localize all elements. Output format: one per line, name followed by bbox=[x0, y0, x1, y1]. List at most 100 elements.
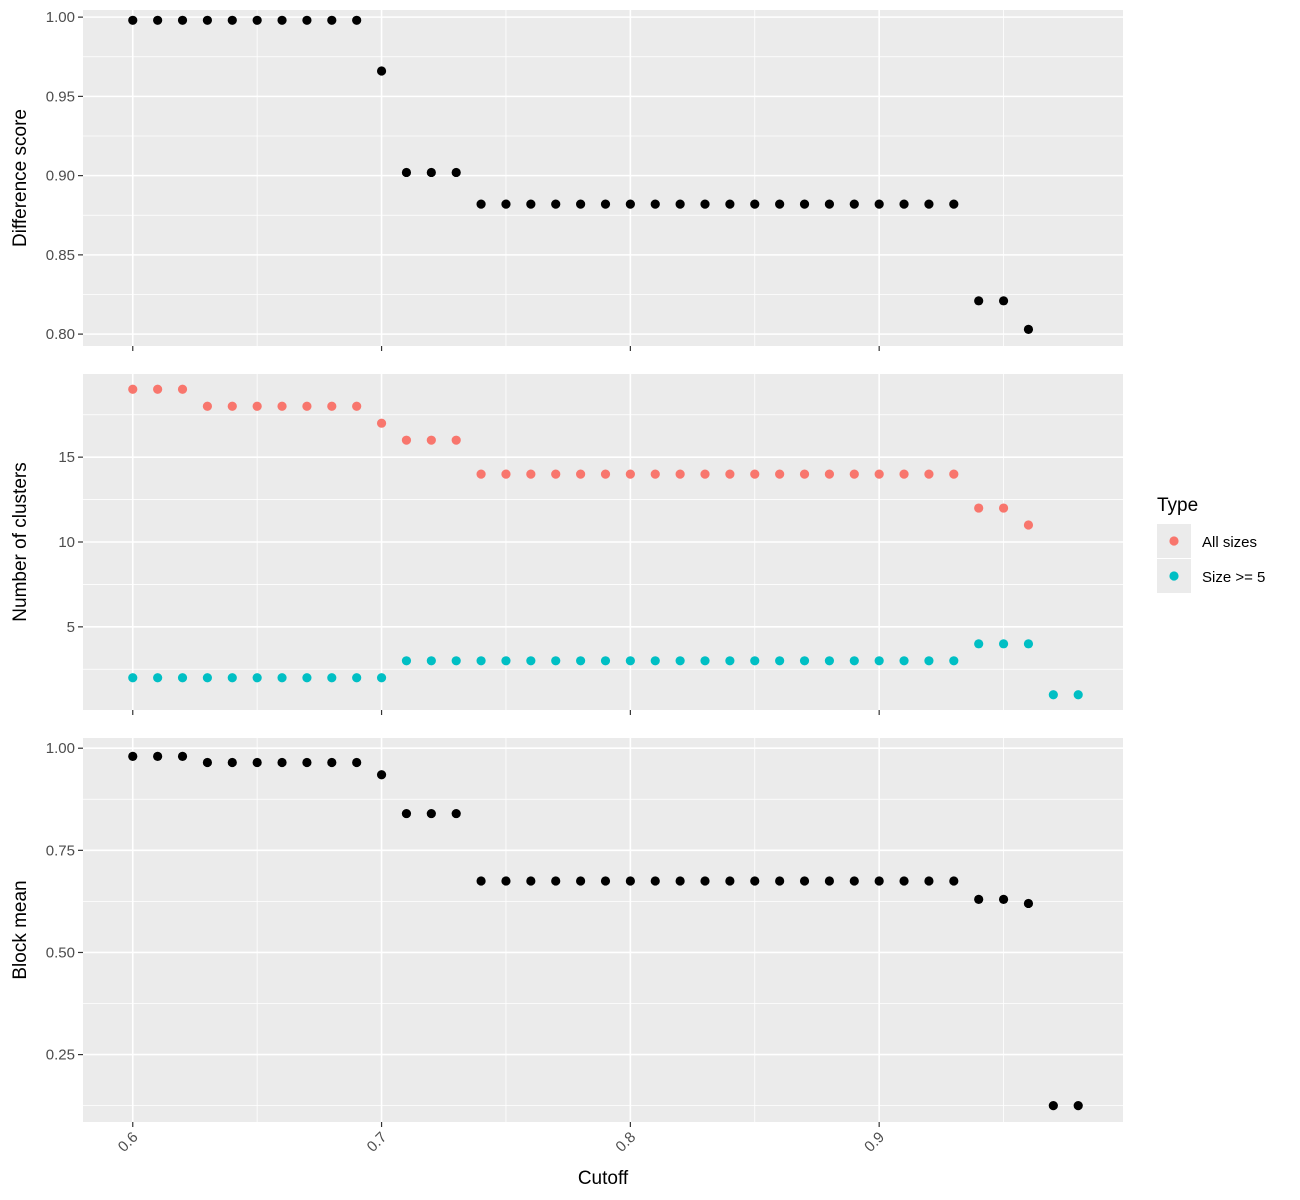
data-point bbox=[526, 656, 536, 666]
data-point bbox=[576, 656, 586, 666]
data-point bbox=[277, 15, 287, 25]
data-point bbox=[899, 656, 909, 666]
data-point bbox=[675, 199, 685, 209]
legend-marker-size-ge-5 bbox=[1169, 571, 1179, 581]
y-tick-label: 1.00 bbox=[46, 9, 75, 26]
data-point bbox=[998, 503, 1009, 513]
data-point bbox=[1073, 1101, 1083, 1111]
data-point bbox=[650, 199, 660, 209]
series-1 bbox=[128, 15, 1034, 334]
data-point bbox=[277, 673, 287, 683]
data-point bbox=[775, 199, 785, 209]
data-point bbox=[625, 469, 635, 479]
data-point bbox=[1073, 690, 1083, 700]
data-point bbox=[551, 469, 561, 479]
data-point bbox=[924, 876, 934, 886]
y-tick-label: 1.00 bbox=[46, 740, 75, 757]
data-point bbox=[849, 469, 859, 479]
data-point bbox=[675, 876, 685, 886]
data-point bbox=[924, 469, 934, 479]
data-point bbox=[576, 199, 586, 209]
data-point bbox=[949, 876, 959, 886]
data-point bbox=[327, 401, 337, 411]
data-point bbox=[227, 673, 237, 683]
data-point bbox=[700, 876, 710, 886]
data-point bbox=[277, 757, 287, 768]
y-tick-label: 0.85 bbox=[46, 247, 75, 264]
data-point bbox=[799, 469, 810, 479]
data-point bbox=[401, 808, 412, 819]
data-point bbox=[128, 15, 138, 25]
y-tick-label: 0.75 bbox=[46, 842, 75, 859]
data-point bbox=[177, 673, 188, 683]
x-tick-label: 0.8 bbox=[612, 1129, 639, 1156]
data-point bbox=[277, 401, 287, 411]
data-point bbox=[302, 757, 312, 768]
data-point bbox=[202, 15, 213, 25]
y-tick-label: 5 bbox=[67, 619, 75, 636]
panel-background bbox=[83, 738, 1123, 1122]
data-point bbox=[526, 199, 536, 209]
data-point bbox=[775, 469, 785, 479]
y-tick-label: 10 bbox=[58, 534, 75, 551]
data-point bbox=[998, 639, 1009, 649]
data-point bbox=[824, 199, 835, 209]
data-point bbox=[252, 673, 262, 683]
legend-marker-all-sizes bbox=[1169, 536, 1179, 546]
data-point bbox=[824, 656, 835, 666]
y-axis-title: Number of clusters bbox=[10, 462, 31, 621]
data-point bbox=[700, 469, 710, 479]
data-point bbox=[650, 656, 660, 666]
data-point bbox=[252, 401, 262, 411]
data-point bbox=[352, 757, 362, 768]
data-point bbox=[202, 673, 213, 683]
data-point bbox=[476, 199, 486, 209]
data-point bbox=[1023, 520, 1034, 530]
data-point bbox=[426, 167, 436, 178]
y-tick-label: 0.95 bbox=[46, 88, 75, 105]
y-axis-title: Block mean bbox=[10, 880, 31, 979]
data-point bbox=[551, 199, 561, 209]
data-point bbox=[1023, 639, 1034, 649]
data-point bbox=[501, 876, 511, 886]
data-point bbox=[924, 199, 934, 209]
data-point bbox=[153, 384, 163, 394]
panel-background bbox=[83, 10, 1123, 346]
data-point bbox=[376, 673, 387, 683]
data-point bbox=[600, 469, 611, 479]
data-point bbox=[426, 435, 436, 445]
data-point bbox=[451, 808, 461, 819]
data-point bbox=[650, 469, 660, 479]
series-size-5 bbox=[128, 639, 1083, 700]
y-tick-label: 0.90 bbox=[46, 168, 75, 185]
data-point bbox=[725, 469, 735, 479]
data-point bbox=[675, 656, 685, 666]
data-point bbox=[824, 876, 835, 886]
panel-2: 5 10 15 Number of clusters bbox=[10, 374, 1123, 715]
data-point bbox=[576, 469, 586, 479]
legend-title: Type bbox=[1157, 495, 1198, 516]
data-point bbox=[874, 656, 884, 666]
data-point bbox=[625, 199, 635, 209]
data-point bbox=[327, 15, 337, 25]
data-point bbox=[476, 469, 486, 479]
data-point bbox=[401, 167, 412, 178]
data-point bbox=[551, 656, 561, 666]
data-point bbox=[451, 656, 461, 666]
series-1 bbox=[128, 751, 1083, 1111]
data-point bbox=[750, 469, 760, 479]
data-point bbox=[153, 751, 163, 761]
data-point bbox=[974, 503, 984, 513]
data-point bbox=[327, 757, 337, 768]
data-point bbox=[352, 15, 362, 25]
data-point bbox=[426, 656, 436, 666]
panel-1: 0.80 0.85 0.90 0.95 1.00 Difference score bbox=[10, 9, 1123, 351]
data-point bbox=[600, 876, 611, 886]
data-point bbox=[725, 876, 735, 886]
data-point bbox=[451, 435, 461, 445]
data-point bbox=[202, 757, 213, 768]
data-point bbox=[526, 469, 536, 479]
data-point bbox=[302, 673, 312, 683]
data-point bbox=[725, 656, 735, 666]
